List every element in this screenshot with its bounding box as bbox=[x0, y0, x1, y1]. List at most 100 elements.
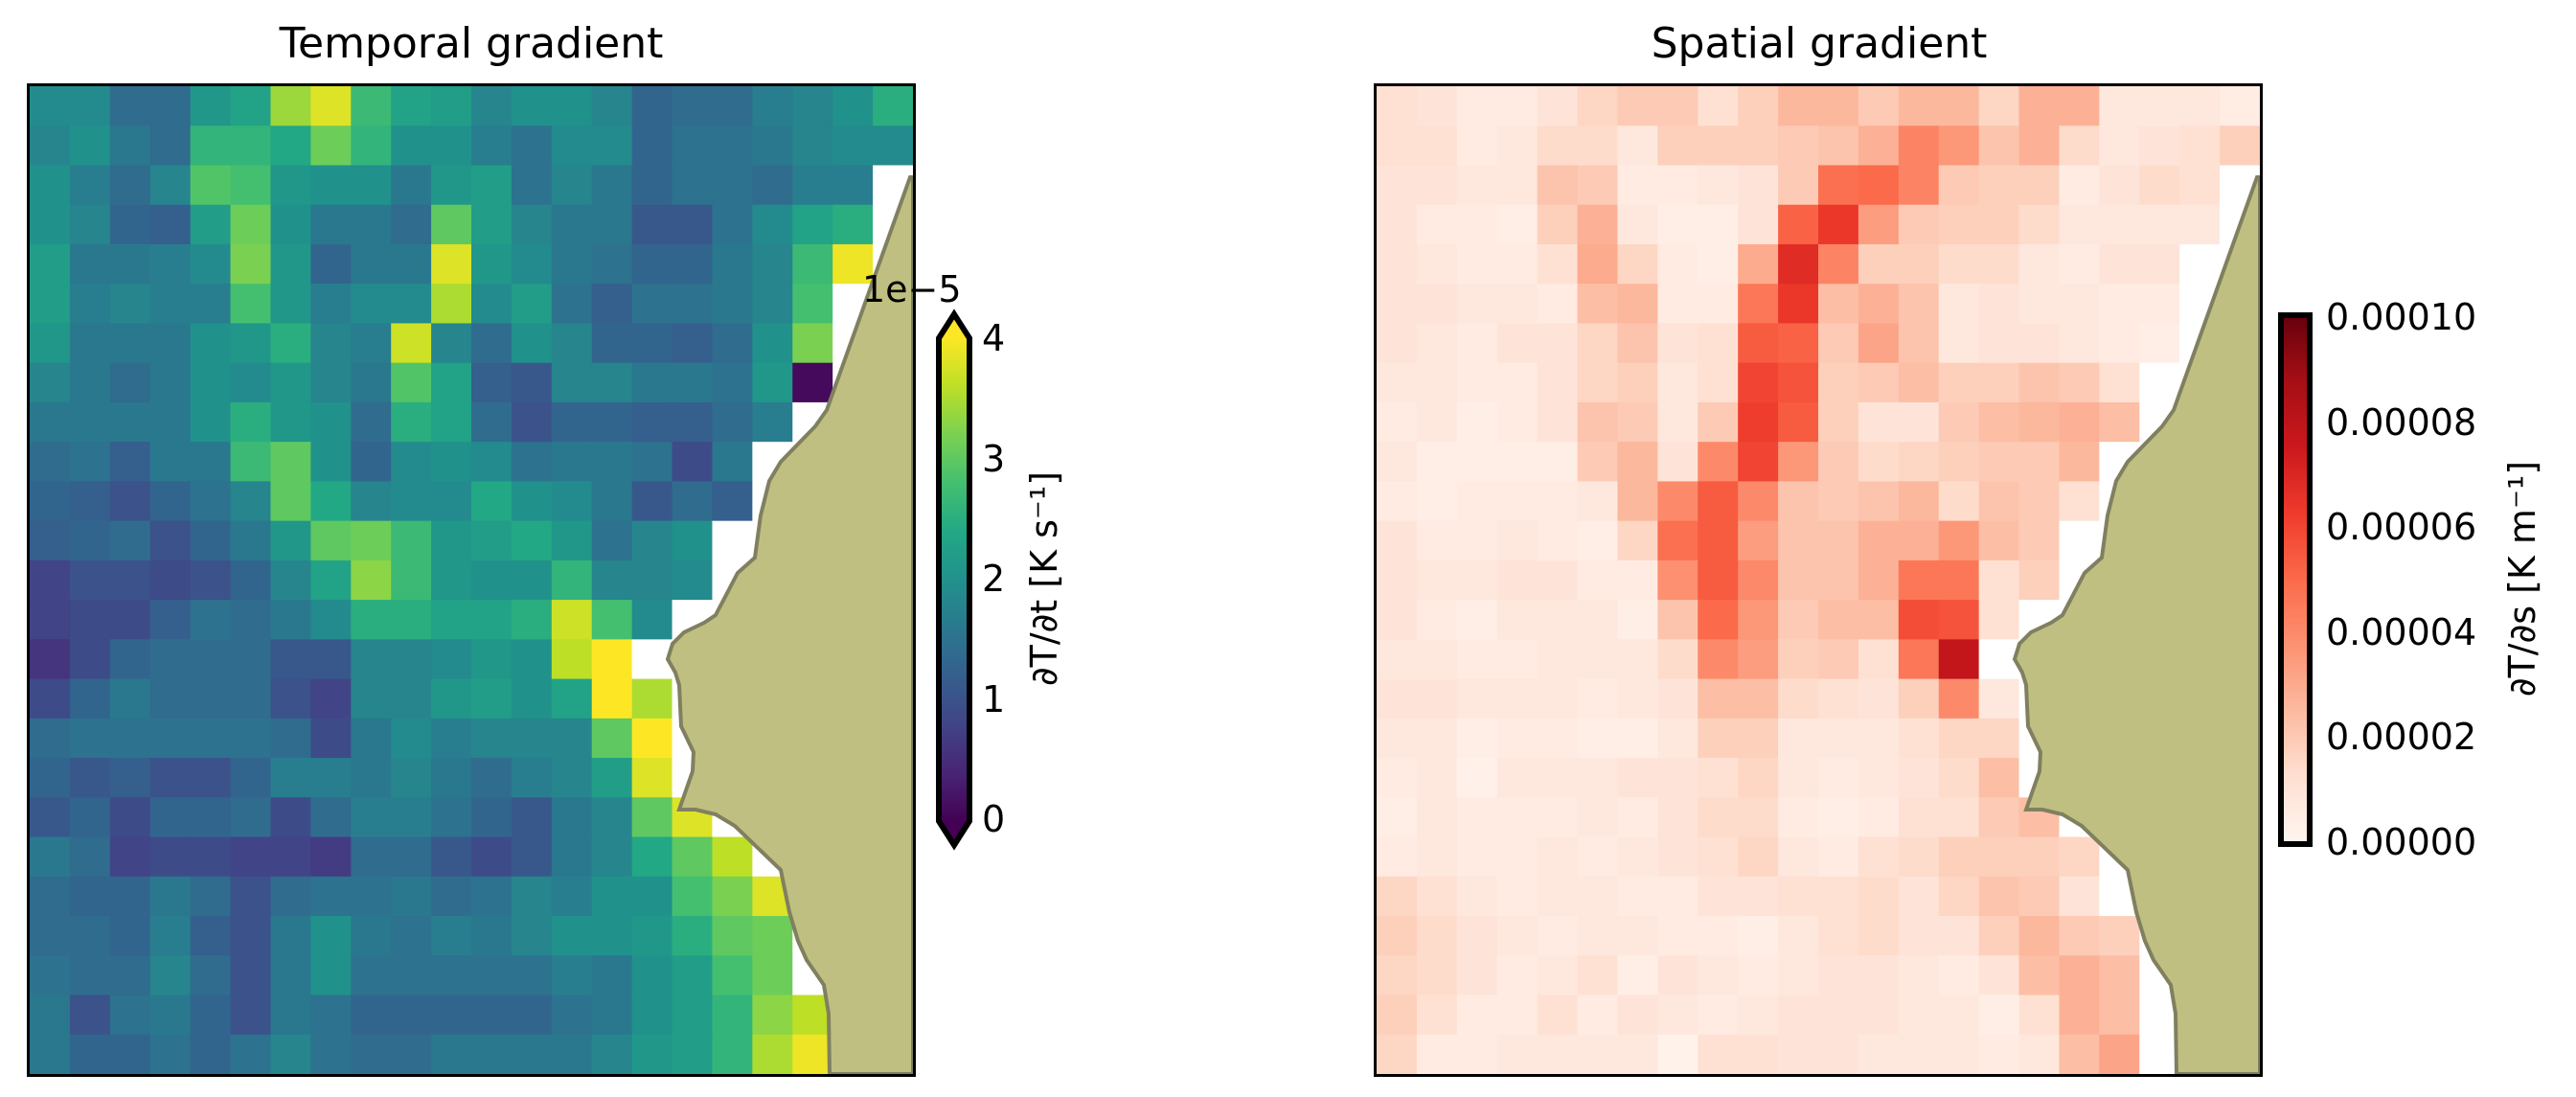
heatmap-cell bbox=[511, 876, 553, 917]
heatmap-cell bbox=[310, 165, 352, 206]
heatmap-cell bbox=[1377, 442, 1418, 482]
heatmap-cell bbox=[1377, 1034, 1418, 1074]
heatmap-cell bbox=[190, 442, 232, 482]
heatmap-cell bbox=[1938, 86, 1980, 126]
heatmap-cell bbox=[792, 86, 833, 126]
heatmap-cell bbox=[2059, 1034, 2100, 1074]
heatmap-cell bbox=[1698, 560, 1739, 601]
heatmap-cell bbox=[1738, 1034, 1779, 1074]
heatmap-cell bbox=[30, 758, 71, 798]
heatmap-cell bbox=[631, 758, 673, 798]
heatmap-cell bbox=[230, 797, 272, 838]
heatmap-cell bbox=[672, 1034, 714, 1074]
heatmap-cell bbox=[391, 323, 432, 364]
heatmap-cell bbox=[1377, 876, 1418, 917]
heatmap-cell bbox=[1858, 678, 1900, 720]
heatmap-cell bbox=[1577, 836, 1619, 878]
heatmap-cell bbox=[1698, 955, 1739, 996]
heatmap-cell bbox=[1818, 758, 1859, 798]
heatmap-cell bbox=[551, 836, 593, 878]
heatmap-cell bbox=[1938, 836, 1980, 878]
heatmap-cell bbox=[712, 481, 753, 522]
heatmap-cell bbox=[190, 481, 232, 522]
heatmap-cell bbox=[1978, 678, 2020, 720]
heatmap-cell bbox=[2018, 126, 2061, 167]
heatmap-cell bbox=[1698, 362, 1739, 403]
heatmap-cell bbox=[1617, 126, 1658, 167]
heatmap-cell bbox=[391, 758, 432, 798]
heatmap-cell bbox=[1738, 204, 1779, 245]
heatmap-cell bbox=[2099, 1034, 2140, 1074]
heatmap-cell bbox=[471, 284, 513, 325]
colorbar-tick-label: 0.00002 bbox=[2326, 716, 2477, 759]
heatmap-cell bbox=[1978, 836, 2020, 878]
heatmap-cell bbox=[1537, 323, 1579, 364]
heatmap-cell bbox=[1698, 1034, 1739, 1074]
heatmap-cell bbox=[1938, 401, 1980, 443]
heatmap-cell bbox=[351, 994, 392, 1036]
heatmap-cell bbox=[551, 126, 593, 167]
heatmap-cell bbox=[1496, 362, 1539, 403]
heatmap-cell bbox=[230, 1034, 272, 1074]
heatmap-cell bbox=[471, 243, 513, 285]
heatmap-cell bbox=[2018, 994, 2061, 1036]
heatmap-cell bbox=[832, 165, 874, 206]
heatmap-cell bbox=[1778, 401, 1819, 443]
heatmap-cell bbox=[1858, 362, 1900, 403]
heatmap-cell bbox=[310, 1034, 352, 1074]
heatmap-cell bbox=[431, 600, 472, 640]
heatmap-cell bbox=[1577, 323, 1619, 364]
heatmap-cell bbox=[1377, 797, 1418, 838]
heatmap-cell bbox=[832, 243, 874, 285]
heatmap-cell bbox=[149, 955, 192, 996]
heatmap-cell bbox=[551, 797, 593, 838]
heatmap-cell bbox=[1496, 323, 1539, 364]
heatmap-cell bbox=[1577, 284, 1619, 325]
heatmap-cell bbox=[149, 600, 192, 640]
heatmap-cell bbox=[752, 1034, 793, 1074]
heatmap-cell bbox=[310, 600, 352, 640]
heatmap-cell bbox=[351, 442, 392, 482]
heatmap-cell bbox=[1577, 560, 1619, 601]
heatmap-cell bbox=[1818, 560, 1859, 601]
heatmap-cell bbox=[1938, 165, 1980, 206]
heatmap-cell bbox=[431, 284, 472, 325]
heatmap-cell bbox=[391, 204, 432, 245]
heatmap-cell bbox=[1778, 204, 1819, 245]
temporal-colorbar bbox=[931, 309, 977, 851]
heatmap-cell bbox=[712, 1034, 753, 1074]
heatmap-cell bbox=[511, 678, 553, 720]
heatmap-cell bbox=[1898, 520, 1940, 561]
heatmap-cell bbox=[391, 639, 432, 680]
heatmap-cell bbox=[471, 401, 513, 443]
heatmap-cell bbox=[1657, 678, 1698, 720]
heatmap-cell bbox=[1698, 797, 1739, 838]
heatmap-cell bbox=[551, 718, 593, 759]
heatmap-cell bbox=[672, 323, 714, 364]
heatmap-cell bbox=[1738, 243, 1779, 285]
heatmap-cell bbox=[591, 758, 633, 798]
heatmap-cell bbox=[1738, 876, 1779, 917]
heatmap-cell bbox=[1698, 876, 1739, 917]
heatmap-cell bbox=[672, 362, 714, 403]
heatmap-cell bbox=[672, 243, 714, 285]
heatmap-cell bbox=[1978, 481, 2020, 522]
heatmap-cell bbox=[1537, 758, 1579, 798]
heatmap-cell bbox=[591, 797, 633, 838]
heatmap-cell bbox=[1898, 994, 1940, 1036]
heatmap-cell bbox=[431, 401, 472, 443]
heatmap-cell bbox=[1938, 362, 1980, 403]
heatmap-cell bbox=[1416, 520, 1458, 561]
heatmap-cell bbox=[1738, 442, 1779, 482]
heatmap-cell bbox=[391, 678, 432, 720]
heatmap-cell bbox=[1577, 600, 1619, 640]
heatmap-cell bbox=[2139, 1034, 2180, 1074]
heatmap-cell bbox=[270, 600, 311, 640]
colorbar-svg bbox=[936, 309, 972, 851]
heatmap-cell bbox=[270, 797, 311, 838]
heatmap-cell bbox=[1537, 481, 1579, 522]
heatmap-cell bbox=[591, 718, 633, 759]
heatmap-cell bbox=[270, 678, 311, 720]
heatmap-cell bbox=[1818, 165, 1859, 206]
heatmap-cell bbox=[149, 639, 192, 680]
